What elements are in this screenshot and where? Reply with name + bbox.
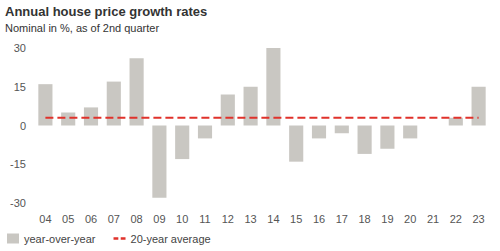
svg-text:17: 17 xyxy=(336,213,348,225)
svg-text:16: 16 xyxy=(313,213,325,225)
svg-text:11: 11 xyxy=(199,213,210,225)
svg-text:08: 08 xyxy=(130,213,142,225)
svg-text:04: 04 xyxy=(39,213,51,225)
svg-text:19: 19 xyxy=(381,213,393,225)
svg-text:year-over-year: year-over-year xyxy=(24,233,96,245)
svg-text:14: 14 xyxy=(267,213,279,225)
svg-text:Annual house price growth rate: Annual house price growth rates xyxy=(5,4,207,19)
svg-text:13: 13 xyxy=(244,213,256,225)
svg-text:22: 22 xyxy=(450,213,462,225)
svg-text:10: 10 xyxy=(176,213,188,225)
svg-text:20-year average: 20-year average xyxy=(131,233,211,245)
svg-text:12: 12 xyxy=(222,213,234,225)
svg-text:06: 06 xyxy=(85,213,97,225)
svg-text:-30: -30 xyxy=(10,197,26,209)
svg-text:07: 07 xyxy=(108,213,120,225)
svg-text:Nominal in %, as of 2nd quarte: Nominal in %, as of 2nd quarter xyxy=(5,22,159,34)
svg-text:15: 15 xyxy=(14,81,26,93)
svg-text:15: 15 xyxy=(290,213,302,225)
svg-text:20: 20 xyxy=(404,213,416,225)
svg-text:23: 23 xyxy=(472,213,484,225)
svg-text:05: 05 xyxy=(62,213,74,225)
svg-text:21: 21 xyxy=(427,213,439,225)
svg-text:18: 18 xyxy=(358,213,370,225)
svg-text:30: 30 xyxy=(14,42,26,54)
svg-text:09: 09 xyxy=(153,213,165,225)
svg-text:0: 0 xyxy=(20,120,26,132)
svg-text:-15: -15 xyxy=(10,158,26,170)
